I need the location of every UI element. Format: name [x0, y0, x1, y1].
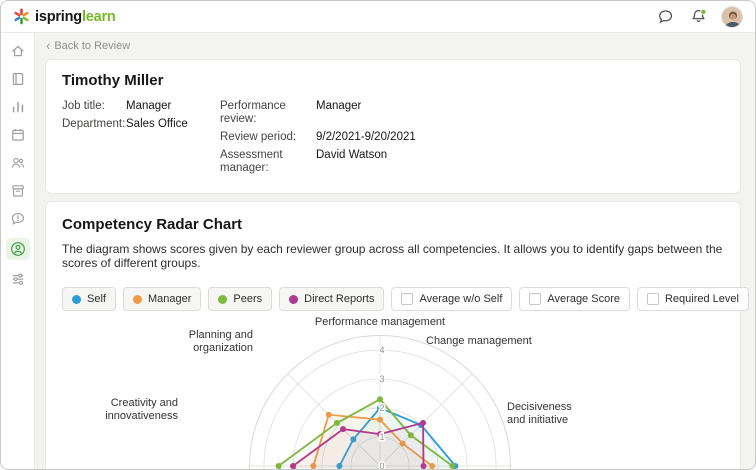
- field-review-period: Review period: 9/2/2021-9/20/2021: [220, 131, 416, 143]
- book-icon: [12, 72, 23, 86]
- page-title: Timothy Miller: [62, 72, 164, 89]
- sidebar-item-settings[interactable]: [6, 270, 30, 288]
- svg-text:0: 0: [379, 461, 384, 469]
- average-wo-self-checkbox[interactable]: [401, 293, 414, 305]
- radar-chart-card: Competency Radar Chart The diagram shows…: [45, 201, 749, 469]
- manager-color-dot: [132, 294, 142, 304]
- chevron-left-icon: ‹: [46, 38, 51, 53]
- legend-direct-reports-button[interactable]: Direct Reports: [279, 287, 385, 311]
- axis-label-change-management: Change management: [426, 335, 532, 347]
- calendar-icon: [11, 129, 24, 141]
- radar-chart-area: 0 1 2 3 4 Performance management Change mana…: [62, 316, 724, 469]
- user-avatar[interactable]: [721, 5, 743, 28]
- axis-label-performance-management: Performance management: [314, 316, 446, 328]
- sliders-icon: [12, 273, 23, 285]
- notifications-button[interactable]: [688, 7, 708, 27]
- section-description: The diagram shows scores given by each r…: [62, 242, 723, 270]
- axis-label-creativity-and-innovativeness: Creativity and innovativeness: [105, 397, 178, 422]
- legend-average-score-button[interactable]: Average Score: [519, 287, 630, 311]
- sidebar-item-reports[interactable]: [6, 98, 30, 116]
- direct-reports-color-dot: [289, 294, 299, 304]
- svg-text:4: 4: [379, 345, 384, 355]
- top-bar: ispringlearn: [1, 1, 755, 33]
- avatar-photo-icon: [722, 6, 742, 27]
- svg-text:3: 3: [379, 374, 384, 384]
- logo-text: ispringlearn: [35, 8, 116, 25]
- top-actions: [655, 5, 743, 28]
- back-to-review-link[interactable]: ‹ Back to Review: [46, 38, 131, 53]
- profile-fields: Job title: Manager Department: Sales Off…: [62, 100, 724, 180]
- axis-label-planning-and-organization: Planning and organization: [188, 329, 253, 354]
- breadcrumb-label: Back to Review: [54, 40, 131, 52]
- profile-card: Timothy Miller Job title: Manager Depart…: [45, 59, 741, 194]
- sidebar-item-calendar[interactable]: [6, 126, 30, 144]
- app-logo[interactable]: ispringlearn: [13, 8, 116, 25]
- bell-icon: [691, 8, 706, 22]
- legend-self-button[interactable]: Self: [62, 287, 116, 311]
- legend-peers-button[interactable]: Peers: [208, 287, 273, 311]
- svg-text:2: 2: [379, 403, 384, 413]
- ispring-flower-icon: [14, 8, 29, 25]
- svg-text:1: 1: [379, 432, 384, 442]
- peers-color-dot: [218, 294, 228, 304]
- field-performance-review: Performance review: Manager: [220, 100, 362, 125]
- legend-required-level-button[interactable]: Required Level: [636, 287, 749, 311]
- archive-box-icon: [11, 185, 24, 197]
- legend-manager-button[interactable]: Manager: [122, 287, 202, 311]
- sidebar-item-people[interactable]: [6, 154, 30, 172]
- average-score-checkbox[interactable]: [529, 293, 542, 305]
- main-content: ‹ Back to Review Timothy Miller Job titl…: [35, 33, 755, 469]
- sidebar-item-learning[interactable]: [6, 70, 30, 88]
- self-color-dot: [72, 294, 81, 304]
- sidebar-item-library[interactable]: [6, 182, 30, 200]
- chat-bubble-icon: [658, 10, 672, 24]
- required-level-checkbox[interactable]: [646, 293, 659, 305]
- radar-chart: 0 1 2 3 4: [249, 335, 511, 469]
- sidebar-item-360-reviews[interactable]: [5, 238, 30, 260]
- sidebar-item-home[interactable]: [6, 42, 30, 60]
- field-department: Department: Sales Office: [62, 118, 188, 130]
- home-icon: [11, 45, 24, 57]
- legend-average-wo-self-button[interactable]: Average w/o Self: [391, 287, 513, 311]
- field-job-title: Job title: Manager: [62, 100, 172, 112]
- sidebar-item-feedback[interactable]: [6, 210, 30, 228]
- axis-label-decisiveness-and-initiative: Decisiveness and initiative: [507, 401, 572, 426]
- section-title: Competency Radar Chart: [62, 216, 243, 233]
- legend-row: Self Manager Peers Direct Reports Averag…: [62, 287, 749, 311]
- users-icon: [11, 157, 24, 168]
- messages-button[interactable]: [655, 7, 675, 27]
- chat-alert-icon: [11, 212, 24, 225]
- sidebar-nav: [1, 33, 35, 469]
- person-review-icon: [10, 242, 25, 256]
- notification-dot: [699, 8, 706, 15]
- field-assessment-manager: Assessment manager: David Watson: [220, 149, 388, 174]
- bar-chart-icon: [12, 101, 23, 113]
